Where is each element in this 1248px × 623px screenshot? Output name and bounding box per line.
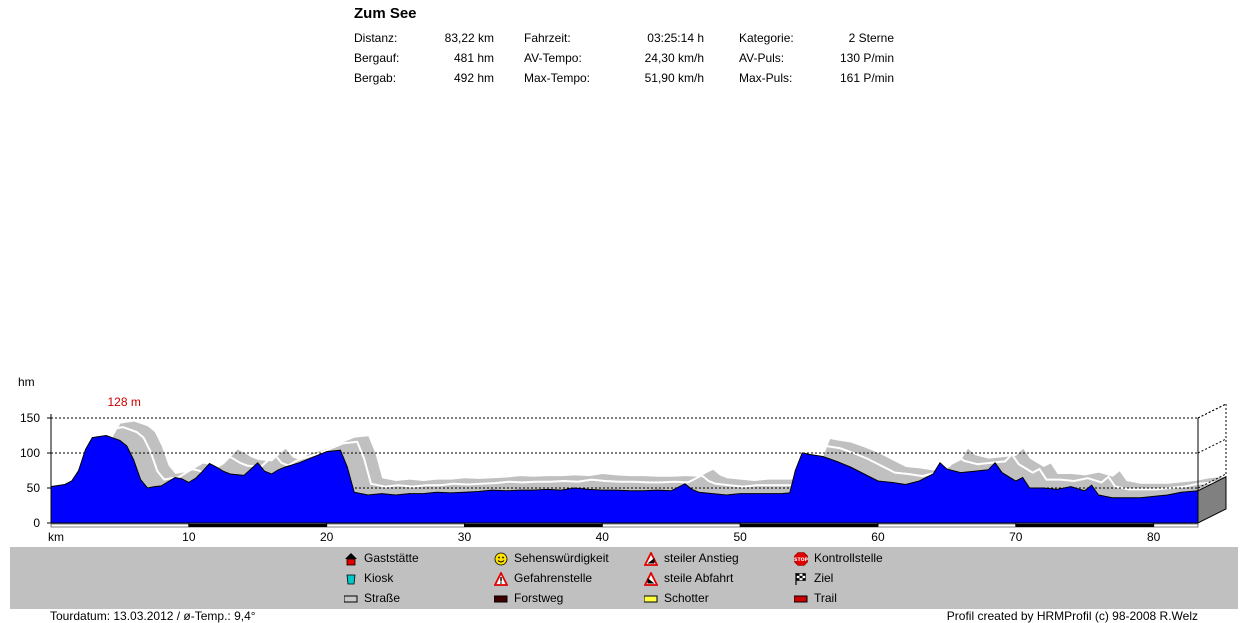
stat-max-pulse-value: 161 P/min xyxy=(839,71,894,85)
x-tick-label: 70 xyxy=(1009,530,1023,544)
surface-bar xyxy=(50,523,1199,528)
steep-descent-icon xyxy=(644,572,658,586)
finish-flag-icon xyxy=(795,573,806,585)
smiley-icon xyxy=(494,552,508,566)
cup-icon xyxy=(346,574,356,585)
surface-bar-segment xyxy=(1015,524,1154,527)
legend-label: Sehenswürdigkeit xyxy=(514,551,609,565)
y-tick-label: 50 xyxy=(27,481,41,495)
stat-max-speed-label: Max-Tempo: xyxy=(524,71,591,85)
stat-ascent-value: 481 hm xyxy=(453,51,494,65)
stat-distance-label: Distanz: xyxy=(354,31,398,45)
legend-label: Trail xyxy=(814,591,837,605)
legend-label: Forstweg xyxy=(514,591,564,605)
stat-descent-label: Bergab: xyxy=(354,71,397,85)
stat-time-label: Fahrzeit: xyxy=(524,31,571,45)
legend-label: Schotter xyxy=(664,591,709,605)
stop-icon: STOP xyxy=(794,552,808,566)
max-elevation-label: 128 m xyxy=(108,395,141,409)
surface-bar-segment xyxy=(740,524,878,527)
x-tick-label: 30 xyxy=(458,530,472,544)
elevation-area xyxy=(50,434,1199,524)
y-tick-label: 0 xyxy=(33,516,40,530)
elevation-profile-chart: 0 50 100 150 hm 10 20 30 40 50 60 70 80 km 128 m xyxy=(18,375,1227,544)
stat-ascent-label: Bergauf: xyxy=(354,51,400,65)
legend-panel: Gaststätte Kiosk Straße Sehenswürdigkeit… xyxy=(10,547,1238,609)
x-tick-label: 20 xyxy=(320,530,334,544)
stat-avg-speed-label: AV-Tempo: xyxy=(524,51,582,65)
legend-label: Straße xyxy=(364,591,401,605)
stat-avg-speed-value: 24,30 km/h xyxy=(644,51,704,65)
stat-descent-value: 492 hm xyxy=(453,71,494,85)
legend-label: Ziel xyxy=(814,571,834,585)
surface-bar-segment xyxy=(464,524,603,527)
stat-max-speed-value: 51,90 km/h xyxy=(644,71,704,85)
road-swatch-gray xyxy=(344,595,358,603)
trail-swatch-red xyxy=(794,595,808,603)
warning-icon xyxy=(494,572,508,586)
footer-credits: Profil created by HRMProfil (c) 98-2008 … xyxy=(946,609,1198,623)
gravel-swatch-yellow xyxy=(644,595,658,603)
x-tick-label: 60 xyxy=(871,530,885,544)
svg-text:STOP: STOP xyxy=(794,557,808,563)
steep-climb-icon xyxy=(644,552,658,566)
x-tick-label: 50 xyxy=(733,530,747,544)
stat-time-value: 03:25:14 h xyxy=(647,31,704,45)
x-axis-label: km xyxy=(48,530,64,544)
x-tick-label: 10 xyxy=(182,530,196,544)
house-icon xyxy=(345,553,357,566)
legend-label: steiler Anstieg xyxy=(664,551,739,565)
surface-bar-segment xyxy=(188,524,327,527)
y-tick-label: 100 xyxy=(20,446,40,460)
legend-label: Gefahrenstelle xyxy=(514,571,593,585)
legend-label: Kiosk xyxy=(364,571,394,585)
forest-path-swatch xyxy=(494,595,508,603)
depth-edge xyxy=(1197,403,1227,419)
stat-category-value: 2 Sterne xyxy=(848,31,894,45)
stat-avg-pulse-value: 130 P/min xyxy=(839,51,894,65)
grid-line-depth xyxy=(1197,473,1227,489)
legend-label: Gaststätte xyxy=(364,551,419,565)
y-axis-label: hm xyxy=(18,375,35,389)
stat-max-pulse-label: Max-Puls: xyxy=(739,71,793,85)
legend-label: steile Abfahrt xyxy=(664,571,734,585)
stat-category-label: Kategorie: xyxy=(739,31,794,45)
x-tick-label: 40 xyxy=(596,530,610,544)
stat-avg-pulse-label: AV-Puls: xyxy=(739,51,785,65)
footer-tour-info: Tourdatum: 13.03.2012 / ø-Temp.: 9,4° xyxy=(50,609,256,623)
grid-line-depth xyxy=(1197,438,1227,454)
legend-label: Kontrollstelle xyxy=(814,551,883,565)
x-tick-label: 80 xyxy=(1147,530,1161,544)
stat-distance-value: 83,22 km xyxy=(444,31,494,45)
y-tick-label: 150 xyxy=(20,411,40,425)
page-title: Zum See xyxy=(354,5,417,22)
